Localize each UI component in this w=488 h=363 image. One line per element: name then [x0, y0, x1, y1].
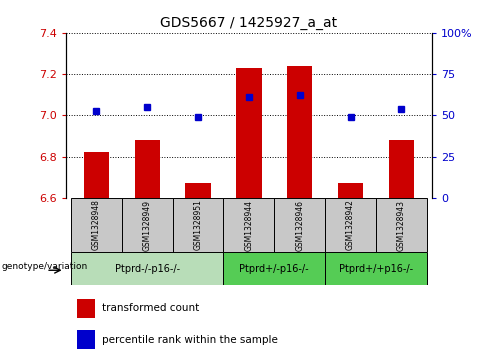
- Text: Ptprd-/-p16-/-: Ptprd-/-p16-/-: [115, 264, 180, 274]
- FancyBboxPatch shape: [325, 198, 376, 252]
- Bar: [236, 68, 262, 198]
- Bar: [135, 140, 160, 198]
- Text: GSM1328942: GSM1328942: [346, 200, 355, 250]
- Bar: [338, 183, 363, 198]
- FancyBboxPatch shape: [376, 198, 427, 252]
- FancyBboxPatch shape: [122, 198, 173, 252]
- FancyBboxPatch shape: [274, 198, 325, 252]
- Text: genotype/variation: genotype/variation: [1, 262, 87, 272]
- FancyBboxPatch shape: [325, 252, 427, 285]
- Text: Ptprd+/+p16-/-: Ptprd+/+p16-/-: [339, 264, 413, 274]
- FancyBboxPatch shape: [173, 198, 224, 252]
- FancyBboxPatch shape: [224, 198, 274, 252]
- Bar: [77, 299, 95, 318]
- Bar: [83, 152, 109, 198]
- Text: transformed count: transformed count: [102, 303, 200, 313]
- Text: percentile rank within the sample: percentile rank within the sample: [102, 335, 278, 345]
- Bar: [287, 66, 312, 198]
- Text: Ptprd+/-p16-/-: Ptprd+/-p16-/-: [240, 264, 309, 274]
- Bar: [388, 140, 414, 198]
- Text: GSM1328943: GSM1328943: [397, 200, 406, 250]
- Text: GSM1328948: GSM1328948: [92, 200, 101, 250]
- Text: GSM1328951: GSM1328951: [194, 200, 203, 250]
- FancyBboxPatch shape: [71, 252, 224, 285]
- Text: GSM1328946: GSM1328946: [295, 200, 304, 250]
- Text: GSM1328949: GSM1328949: [142, 200, 152, 250]
- FancyBboxPatch shape: [224, 252, 325, 285]
- Bar: [77, 330, 95, 349]
- FancyBboxPatch shape: [71, 198, 122, 252]
- Title: GDS5667 / 1425927_a_at: GDS5667 / 1425927_a_at: [161, 16, 337, 30]
- Text: GSM1328944: GSM1328944: [244, 200, 253, 250]
- Bar: [185, 183, 211, 198]
